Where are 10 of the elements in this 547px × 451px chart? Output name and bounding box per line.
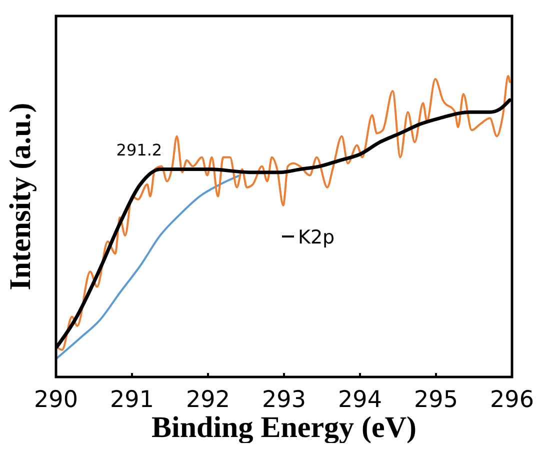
x-tick-label: 293 (262, 387, 306, 413)
x-tick-label: 292 (186, 387, 230, 413)
x-tick-label: 295 (414, 387, 458, 413)
x-tick-label: 294 (338, 387, 382, 413)
x-tick-label: 291 (110, 387, 154, 413)
x-tick-label: 290 (34, 387, 78, 413)
annotation: 291.2 (116, 140, 162, 160)
y-axis-title: Intensity (a.u.) (4, 102, 37, 290)
x-tick-label: 296 (490, 387, 534, 413)
legend-label: K2p (298, 226, 335, 248)
